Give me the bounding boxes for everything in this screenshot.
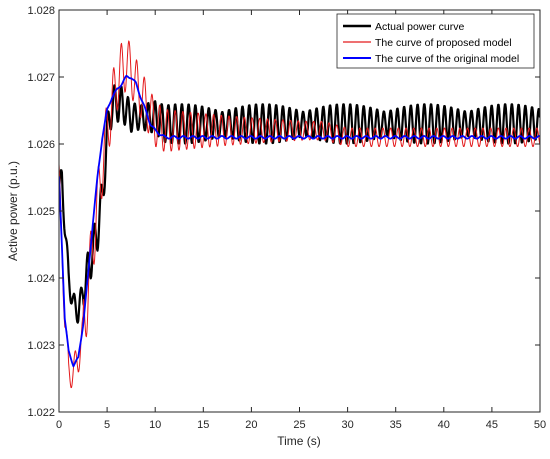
- y-tick-label: 1.024: [27, 273, 55, 285]
- y-tick-label: 1.023: [27, 340, 55, 352]
- x-tick-label: 5: [104, 419, 110, 431]
- x-tick-label: 45: [486, 419, 498, 431]
- y-tick-label: 1.026: [27, 139, 55, 151]
- plot-area: [59, 10, 540, 412]
- legend: Actual power curve The curve of proposed…: [336, 13, 535, 69]
- x-tick-label: 15: [197, 419, 209, 431]
- legend-label-actual: Actual power curve: [375, 21, 464, 33]
- x-tick-label: 0: [56, 419, 62, 431]
- x-tick-label: 30: [341, 419, 353, 431]
- x-tick-label: 35: [390, 419, 402, 431]
- y-tick-label: 1.022: [27, 407, 55, 419]
- legend-label-original: The curve of the original model: [375, 53, 519, 65]
- x-axis-label: Time (s): [277, 434, 321, 448]
- y-tick-label: 1.027: [27, 72, 55, 84]
- legend-label-proposed: The curve of proposed model: [375, 37, 512, 49]
- y-tick-label: 1.028: [27, 5, 55, 17]
- y-axis: 1.022 1.023 1.024 1.025 1.026 1.027 1.028: [27, 5, 540, 419]
- y-axis-label: Active power (p.u.): [6, 161, 20, 261]
- x-tick-label: 40: [438, 419, 450, 431]
- x-axis: 0 5 10 15 20 25 30 35 40 45 50: [56, 10, 546, 431]
- series-original-model: [59, 74, 540, 368]
- series-layer: [59, 40, 540, 389]
- series-proposed-model: [59, 40, 540, 389]
- x-tick-label: 10: [149, 419, 161, 431]
- x-tick-label: 25: [293, 419, 305, 431]
- y-tick-label: 1.025: [27, 206, 55, 218]
- x-tick-label: 20: [245, 419, 257, 431]
- x-tick-label: 50: [534, 419, 546, 431]
